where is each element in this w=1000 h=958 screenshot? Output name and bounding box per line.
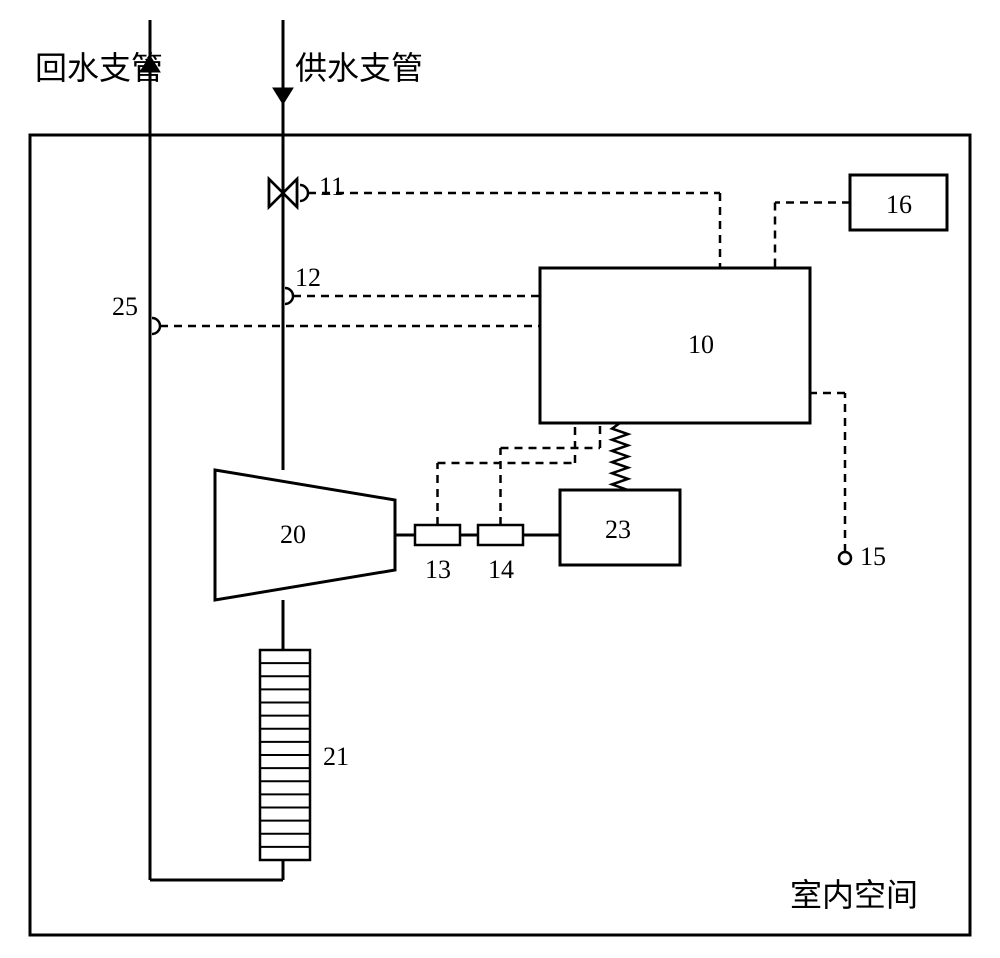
label-indoor-space: 室内空间	[790, 870, 918, 916]
diagram-canvas	[0, 0, 1000, 958]
label-n16: 16	[886, 190, 912, 220]
label-n10: 10	[688, 330, 714, 360]
label-supply-pipe: 供水支管	[295, 43, 423, 89]
label-n21: 21	[323, 742, 349, 772]
label-n11: 11	[319, 172, 344, 202]
label-n13: 13	[425, 555, 451, 585]
label-n23: 23	[605, 515, 631, 545]
label-n25: 25	[112, 292, 138, 322]
label-n12: 12	[295, 263, 321, 293]
label-n14: 14	[488, 555, 514, 585]
label-n15: 15	[860, 542, 886, 572]
label-return-pipe: 回水支管	[35, 43, 163, 89]
label-n20: 20	[280, 520, 306, 550]
